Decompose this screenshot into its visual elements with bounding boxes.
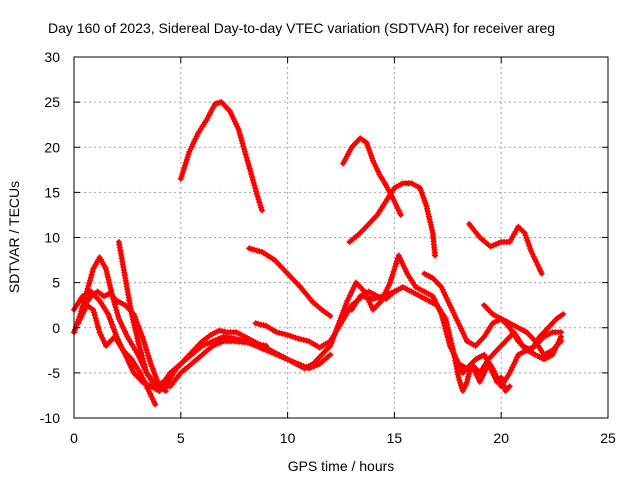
series-arc-1 [177, 99, 265, 214]
x-tick-label: 25 [600, 430, 616, 446]
series-arc-16 [481, 302, 564, 358]
x-axis-label: GPS time / hours [288, 458, 395, 474]
series-markers [451, 351, 513, 394]
series-markers [421, 270, 564, 354]
series-markers [481, 302, 564, 358]
y-tick-label: 30 [44, 49, 60, 65]
series-markers [177, 99, 265, 214]
y-tick-label: 20 [44, 139, 60, 155]
y-tick-label: 10 [44, 230, 60, 246]
series-markers [346, 180, 438, 259]
x-tick-label: 10 [280, 430, 296, 446]
y-axis-label: SDTVAR / TECUs [6, 181, 22, 293]
y-tick-label: -10 [40, 410, 60, 426]
series-markers [77, 302, 159, 408]
series-arc-9 [75, 288, 270, 390]
series-arc-2 [246, 245, 334, 319]
series-arc-15 [451, 351, 513, 394]
series-markers [466, 221, 545, 277]
x-tick-label: 5 [177, 430, 185, 446]
x-tick-label: 15 [387, 430, 403, 446]
y-tick-label: 5 [52, 275, 60, 291]
series-line [178, 99, 265, 213]
y-tick-label: 0 [52, 320, 60, 336]
x-tick-label: 20 [493, 430, 509, 446]
x-tick-label: 0 [70, 430, 78, 446]
series-arc-4 [346, 180, 438, 259]
y-tick-label: 15 [44, 184, 60, 200]
series-arc-10 [77, 302, 159, 408]
series-markers [246, 245, 334, 319]
y-tick-label: -5 [48, 365, 61, 381]
series-layer [71, 99, 567, 408]
series-arc-5 [466, 221, 545, 277]
series-markers [75, 288, 270, 390]
axis-layer: 0 5 10 15 20 25 -10 -5 0 5 10 15 20 25 30 [40, 49, 616, 446]
chart-title: Day 160 of 2023, Sidereal Day-to-day VTE… [48, 20, 555, 36]
y-tick-label: 25 [44, 94, 60, 110]
